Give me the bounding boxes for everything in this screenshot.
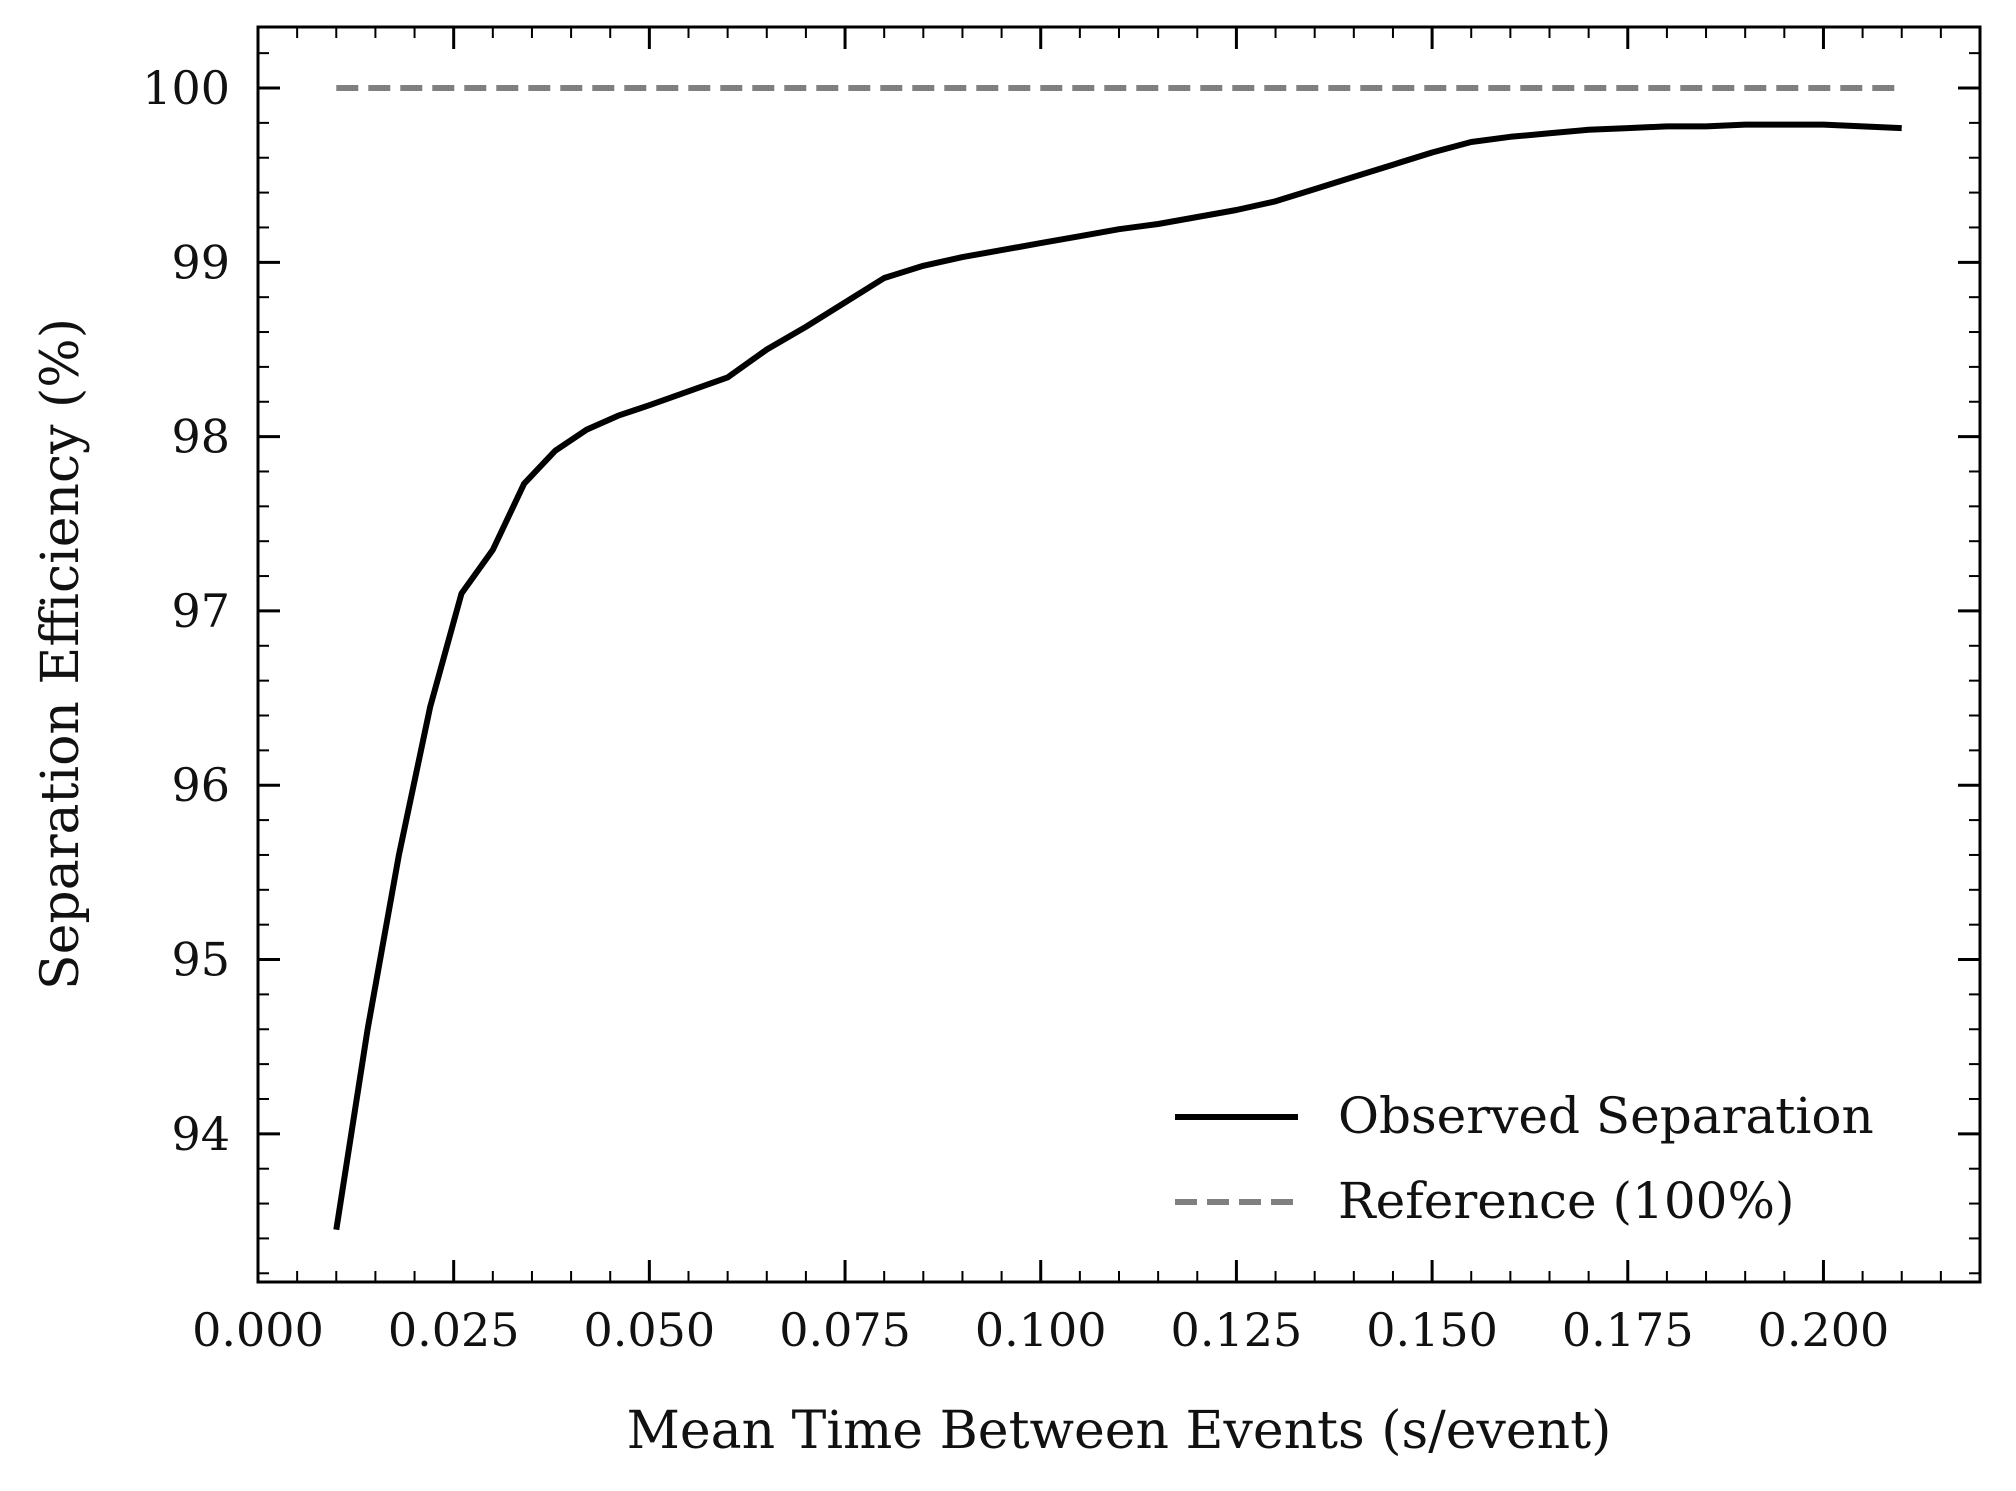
y-tick-labels: 94 95 96 97 98 99 100 — [142, 61, 230, 1161]
legend: Observed Separation Reference (100%) — [1175, 1087, 1874, 1230]
x-axis-label: Mean Time Between Events (s/event) — [627, 1401, 1612, 1461]
x-tick-label: 0.000 — [192, 1303, 324, 1357]
x-tick-label: 0.150 — [1366, 1303, 1498, 1357]
x-tick-label: 0.175 — [1562, 1303, 1694, 1357]
major-ticks — [256, 27, 1980, 1282]
x-tick-label: 0.025 — [388, 1303, 520, 1357]
y-tick-label: 96 — [171, 758, 230, 812]
y-axis-label: Separation Efficiency (%) — [31, 318, 91, 990]
y-tick-label: 95 — [171, 933, 230, 987]
observed-separation-line — [333, 121, 1902, 1231]
x-tick-label: 0.050 — [584, 1303, 716, 1357]
y-tick-label: 94 — [171, 1107, 230, 1161]
x-tick-label: 0.125 — [1171, 1303, 1303, 1357]
y-tick-label: 97 — [171, 584, 230, 638]
y-tick-label: 99 — [171, 235, 230, 289]
legend-label-reference: Reference (100%) — [1338, 1172, 1794, 1230]
y-tick-label: 100 — [142, 61, 230, 115]
y-tick-label: 98 — [171, 410, 230, 464]
x-tick-label: 0.075 — [779, 1303, 911, 1357]
legend-label-observed: Observed Separation — [1338, 1087, 1874, 1145]
x-tick-label: 0.100 — [975, 1303, 1107, 1357]
x-tick-label: 0.200 — [1758, 1303, 1890, 1357]
series-layer — [333, 85, 1902, 1231]
x-tick-labels: 0.000 0.025 0.050 0.075 0.100 0.125 0.150 0.175… — [192, 1303, 1889, 1357]
